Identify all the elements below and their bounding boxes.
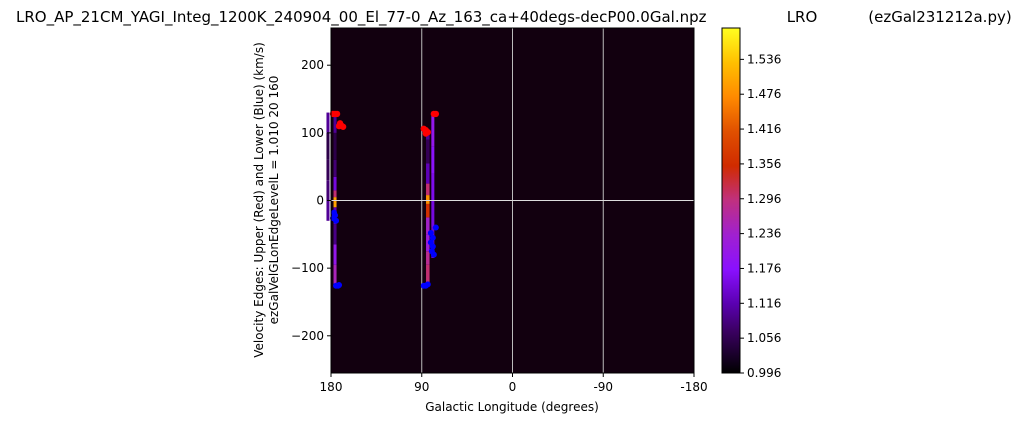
heatmap-plot-area bbox=[326, 28, 694, 373]
heatmap-cell bbox=[426, 264, 430, 286]
heatmap-cell bbox=[431, 200, 435, 228]
heatmap-cell bbox=[326, 132, 330, 160]
heatmap-cell bbox=[326, 180, 330, 201]
y-axis-label: Velocity Edges: Upper (Red) and Lower (B… bbox=[252, 42, 281, 358]
colorbar-tick-label: 1.116 bbox=[747, 296, 781, 310]
x-axis-label: Galactic Longitude (degrees) bbox=[425, 400, 599, 414]
heatmap-cell bbox=[426, 234, 430, 252]
lower-edge-point bbox=[427, 229, 434, 236]
heatmap-cell bbox=[326, 159, 330, 181]
y-tick-label: −100 bbox=[291, 261, 324, 275]
lower-edge-point bbox=[424, 281, 431, 288]
lower-edge-point bbox=[333, 217, 340, 224]
heatmap-cell bbox=[426, 139, 430, 164]
y-axis-label-line2: ezGalVelGLonEdgeLevelL = 1.010 20 160 bbox=[267, 76, 281, 325]
heatmap-cell bbox=[431, 146, 435, 174]
heatmap-cell bbox=[431, 113, 435, 147]
colorbar-tick-label: 1.536 bbox=[747, 52, 781, 66]
upper-edge-point bbox=[339, 123, 347, 130]
y-tick-label: −200 bbox=[291, 329, 324, 343]
lower-edge-point bbox=[432, 224, 439, 231]
heatmap-cell bbox=[426, 183, 430, 196]
heatmap-cell bbox=[333, 176, 337, 191]
colorbar-gradient bbox=[721, 27, 741, 374]
lower-edge-point bbox=[429, 234, 436, 241]
x-tick-label: 180 bbox=[320, 380, 343, 394]
lower-edge-point bbox=[430, 251, 437, 258]
strip-glon-176 bbox=[333, 113, 337, 286]
colorbar-tick-label: 1.296 bbox=[747, 192, 781, 206]
axes: 180 90 0 -90 -180 200 100 0 −100 −200 bbox=[291, 27, 708, 394]
y-tick-label: 0 bbox=[316, 194, 324, 208]
heatmap-cell bbox=[426, 195, 430, 204]
heatmap-cell bbox=[326, 112, 330, 133]
title-station: LRO bbox=[787, 8, 818, 26]
heatmap-cell bbox=[333, 244, 337, 265]
y-tick-label: 100 bbox=[301, 126, 324, 140]
upper-edge-point bbox=[333, 110, 341, 118]
heatmap-cell bbox=[333, 113, 337, 133]
title-program: (ezGal231212a.py) bbox=[868, 8, 1011, 26]
heatmap-cell bbox=[333, 132, 337, 160]
colorbar-tick-label: 1.236 bbox=[747, 227, 781, 241]
x-tick-label: -90 bbox=[593, 380, 613, 394]
colorbar-tick-label: 1.416 bbox=[747, 122, 781, 136]
heatmap-cell bbox=[333, 197, 337, 208]
heatmap-cell bbox=[333, 224, 337, 245]
lower-edge-point bbox=[331, 209, 338, 216]
y-tick-label: 200 bbox=[301, 58, 324, 72]
strip-glon-183 bbox=[326, 112, 330, 221]
heatmap-cell bbox=[426, 203, 430, 218]
lower-edge-point bbox=[429, 243, 436, 250]
heatmap-cell bbox=[426, 217, 430, 235]
heatmap-cell bbox=[333, 264, 337, 286]
heatmap-cell bbox=[333, 190, 337, 198]
upper-edge-point bbox=[432, 110, 440, 118]
upper-edge-point bbox=[422, 130, 429, 137]
colorbar-tick-label: 1.356 bbox=[747, 157, 781, 171]
x-tick-label: 0 bbox=[509, 380, 517, 394]
y-axis-label-line1: Velocity Edges: Upper (Red) and Lower (B… bbox=[252, 42, 266, 358]
heatmap-cell bbox=[426, 251, 430, 265]
colorbar-tick-label: 1.476 bbox=[747, 87, 781, 101]
colorbar-tick-label: 1.176 bbox=[747, 261, 781, 275]
colorbar-tick-label: 1.056 bbox=[747, 331, 781, 345]
x-tick-label: 90 bbox=[414, 380, 429, 394]
strip-glon-84 bbox=[426, 129, 430, 286]
chart-title: LRO_AP_21CM_YAGI_Integ_1200K_240904_00_E… bbox=[16, 8, 1012, 27]
heatmap-cell bbox=[333, 159, 337, 177]
lower-edge-point bbox=[336, 282, 343, 289]
heatmap-cell bbox=[326, 200, 330, 221]
heatmap-cell bbox=[426, 163, 430, 184]
colorbar-tick-label: 0.996 bbox=[747, 366, 781, 380]
colorbar: 0.996 1.056 1.116 1.176 1.236 1.296 1.356 1.416… bbox=[721, 27, 781, 380]
heatmap-cell bbox=[431, 173, 435, 201]
title-filename: LRO_AP_21CM_YAGI_Integ_1200K_240904_00_E… bbox=[16, 8, 707, 27]
x-tick-label: -180 bbox=[680, 380, 707, 394]
